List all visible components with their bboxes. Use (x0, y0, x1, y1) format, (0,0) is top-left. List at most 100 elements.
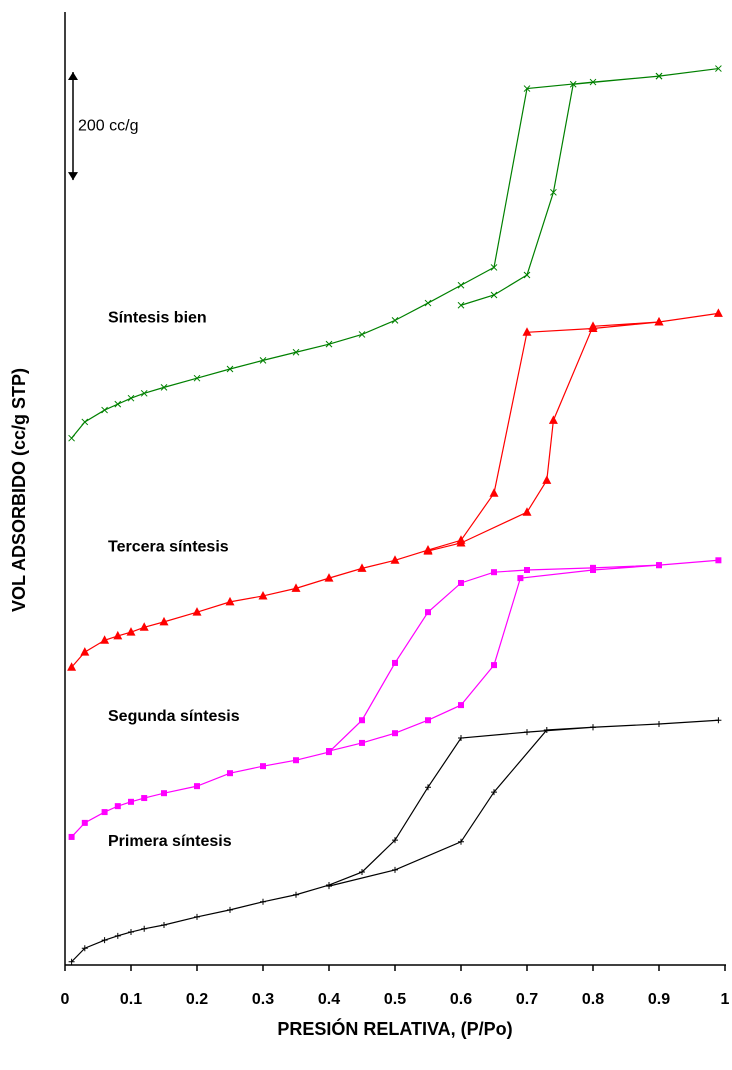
marker (524, 567, 530, 574)
marker (291, 583, 301, 592)
marker (656, 562, 662, 569)
marker (160, 384, 168, 391)
y-axis-label: VOL ADSORBIDO (cc/g STP) (9, 368, 29, 612)
marker (392, 866, 398, 873)
marker (715, 717, 722, 724)
marker (490, 264, 498, 271)
x-tick-label: 0.3 (252, 991, 274, 1008)
marker (456, 537, 466, 547)
marker (324, 573, 334, 582)
series-line (71, 312, 719, 668)
marker (458, 702, 464, 709)
marker (260, 898, 266, 905)
marker (490, 291, 498, 299)
marker (359, 869, 365, 876)
marker (326, 748, 332, 755)
x-tick-label: 0.8 (582, 991, 604, 1008)
marker (67, 662, 77, 671)
marker (101, 937, 108, 944)
x-tick-label: 0.1 (120, 991, 142, 1008)
series-label: Síntesis bien (108, 309, 207, 326)
series-line (71, 559, 719, 838)
marker (139, 622, 149, 631)
marker (126, 627, 136, 636)
marker (225, 596, 235, 606)
x-tick-label: 0.4 (318, 991, 340, 1008)
marker (713, 308, 723, 317)
marker (550, 188, 557, 196)
marker (543, 726, 550, 733)
marker (127, 394, 135, 402)
marker (457, 301, 465, 309)
marker (548, 415, 558, 424)
marker (524, 729, 530, 736)
series-line (71, 67, 719, 439)
x-tick-label: 0.7 (516, 991, 538, 1008)
x-tick-label: 0.6 (450, 991, 472, 1008)
marker (68, 833, 75, 840)
marker (457, 281, 465, 289)
marker (392, 837, 398, 844)
marker (391, 317, 399, 324)
marker (128, 929, 134, 936)
marker (390, 555, 400, 564)
marker (114, 400, 122, 408)
series-label: Segunda síntesis (108, 708, 240, 725)
x-tick-label: 0.5 (384, 991, 406, 1008)
marker (81, 945, 88, 952)
marker (491, 662, 497, 669)
marker (100, 635, 110, 644)
marker (227, 770, 233, 777)
x-tick-label: 0.9 (648, 991, 670, 1008)
marker (392, 659, 398, 666)
marker (258, 590, 268, 600)
marker (359, 717, 365, 724)
marker (590, 567, 596, 574)
marker (113, 630, 123, 640)
marker (392, 730, 398, 737)
marker (458, 735, 464, 742)
marker (194, 913, 200, 920)
series-label: Tercera síntesis (108, 538, 229, 555)
marker (101, 406, 108, 414)
marker (569, 80, 577, 88)
marker (359, 739, 365, 746)
marker (81, 418, 89, 426)
marker (654, 316, 664, 326)
marker (193, 374, 201, 382)
marker (68, 434, 75, 442)
marker (425, 609, 431, 616)
marker (114, 932, 121, 939)
marker (542, 475, 552, 484)
marker (226, 365, 234, 373)
marker (293, 757, 299, 764)
marker (293, 891, 299, 898)
marker (425, 784, 431, 791)
marker (128, 798, 134, 805)
marker (358, 331, 366, 338)
marker (491, 569, 497, 576)
marker (114, 803, 121, 810)
marker (80, 647, 90, 656)
marker (523, 271, 531, 279)
series-label: Primera síntesis (108, 833, 232, 850)
marker (140, 389, 148, 397)
marker (159, 616, 169, 626)
marker (458, 838, 464, 845)
marker (715, 65, 722, 72)
marker (326, 883, 332, 890)
marker (141, 795, 148, 802)
marker (590, 724, 596, 731)
marker (161, 790, 167, 797)
marker (325, 340, 333, 348)
marker (522, 507, 532, 516)
x-tick-label: 0 (61, 991, 70, 1008)
marker (423, 546, 433, 555)
marker (656, 721, 662, 728)
marker (259, 357, 267, 364)
marker (489, 488, 499, 497)
marker (425, 717, 431, 724)
marker (424, 299, 432, 307)
x-axis-label: PRESIÓN RELATIVA, (P/Po) (277, 1018, 512, 1039)
